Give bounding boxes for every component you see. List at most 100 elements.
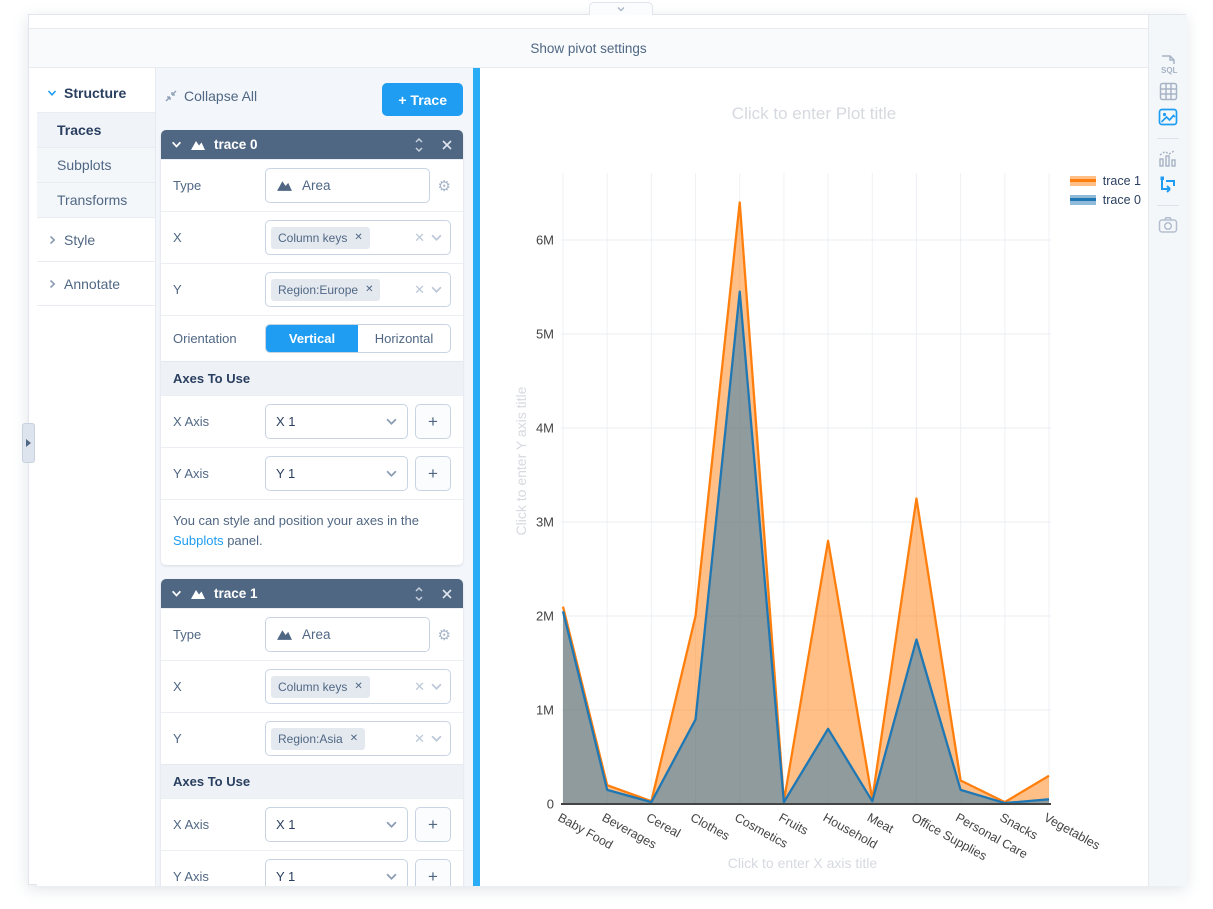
snapshot-camera-icon[interactable] [1156,213,1180,237]
sidebar-item-annotate[interactable]: Annotate [37,262,155,306]
add-y-axis-button[interactable]: + [415,859,451,886]
trace-1-fold: trace 1 Type Area ⚙ X [161,579,463,886]
orientation-horizontal-button[interactable]: Horizontal [374,331,434,346]
y-axis-row: Y Axis Y 1 + [161,850,463,886]
x-token[interactable]: Column keys ✕ [271,675,370,698]
x-axis-value: X 1 [276,817,296,833]
legend-label: trace 1 [1102,174,1141,188]
clear-icon[interactable]: ✕ [414,678,425,694]
add-trace-button[interactable]: + Trace [382,83,463,116]
sidebar-item-label: Style [64,231,96,248]
y-axis-label: Y Axis [173,869,209,885]
remove-token-icon[interactable]: ✕ [354,232,363,243]
trace-title: trace 0 [214,137,258,152]
reorder-trace-icon[interactable] [413,586,425,602]
svg-text:6M: 6M [536,233,554,248]
show-pivot-settings-bar[interactable]: Show pivot settings [29,28,1148,68]
pivot-settings-tab[interactable] [589,2,653,15]
add-x-axis-button[interactable]: + [415,404,451,439]
orientation-vertical-button[interactable]: Vertical [266,325,358,352]
x-axis-select[interactable]: X 1 [265,404,408,439]
clear-icon[interactable]: ✕ [414,281,425,297]
y-data-selector[interactable]: Region:Europe ✕ ✕ [265,272,451,307]
add-x-axis-button[interactable]: + [415,807,451,843]
sidebar-item-label: Subplots [57,157,112,173]
x-axis-title-placeholder[interactable]: Click to enter X axis title [727,855,878,871]
legend-swatch [1069,195,1096,205]
sidebar-item-label: Structure [64,84,127,101]
y-axis-title-placeholder[interactable]: Click to enter Y axis title [513,386,529,536]
y-axis-select[interactable]: Y 1 [265,859,408,886]
y-data-selector[interactable]: Region:Asia ✕ ✕ [265,721,451,757]
trace-type-selector[interactable]: Area [265,617,430,653]
x-data-selector[interactable]: Column keys ✕ ✕ [265,220,451,255]
y-label: Y [173,282,182,297]
x-axis-select[interactable]: X 1 [265,807,408,843]
pivot-settings-icon[interactable] [1156,172,1180,196]
y-row: Y Region:Europe ✕ ✕ [161,263,463,315]
chevron-down-icon [617,7,625,12]
sidebar-item-transforms[interactable]: Transforms [37,183,155,218]
remove-token-icon[interactable]: ✕ [365,284,374,295]
y-token[interactable]: Region:Europe ✕ [271,278,381,301]
chevron-down-icon[interactable] [431,683,442,691]
legend-label: trace 0 [1102,193,1141,207]
legend-item[interactable]: trace 0 [1069,193,1141,207]
add-y-axis-button[interactable]: + [415,456,451,491]
subplots-link[interactable]: Subplots [173,533,224,549]
area-trace-icon [277,630,292,641]
gear-icon[interactable]: ⚙ [437,626,451,644]
type-row: Type Area ⚙ [161,159,463,211]
chevron-down-icon [386,470,397,477]
chevron-down-icon [172,141,181,148]
x-data-selector[interactable]: Column keys ✕ ✕ [265,669,451,705]
sidebar-item-label: Traces [57,122,102,138]
reorder-trace-icon[interactable] [413,137,425,153]
chevron-down-icon[interactable] [431,735,442,743]
chevron-down-icon [386,821,397,829]
chart-canvas[interactable]: 0 1M 2M 3M 4M 5M 6M Baby Food Beverages Cereal Clo… [480,68,1148,886]
trace-0-fold-header[interactable]: trace 0 [161,130,463,159]
sidebar-item-style[interactable]: Style [37,218,155,262]
close-trace-icon[interactable] [441,588,453,600]
x-token[interactable]: Column keys ✕ [271,226,370,249]
x-axis-label: X Axis [173,414,210,429]
svg-text:Clothes: Clothes [688,810,732,843]
legend-swatch [1069,176,1096,186]
gear-icon[interactable]: ⚙ [437,177,451,195]
axes-to-use-header: Axes To Use [161,764,463,799]
sidebar-item-structure[interactable]: Structure [37,73,155,113]
panel-resize-divider[interactable] [473,68,480,886]
remove-token-icon[interactable]: ✕ [349,733,359,745]
close-trace-icon[interactable] [441,139,453,151]
table-view-icon[interactable] [1156,79,1180,103]
svg-text:SQL: SQL [1161,66,1178,75]
trace-1-fold-header[interactable]: trace 1 [161,579,463,609]
legend-item[interactable]: trace 1 [1069,174,1141,188]
remove-token-icon[interactable]: ✕ [354,681,363,693]
trace-config-panel: Collapse All + Trace trace 0 Type [156,68,473,886]
y-token[interactable]: Region:Asia ✕ [271,727,366,750]
type-label: Type [173,627,202,643]
clear-icon[interactable]: ✕ [414,229,425,245]
chevron-down-icon[interactable] [431,286,442,293]
plot-title-placeholder[interactable]: Click to enter Plot title [731,104,897,123]
sql-export-icon[interactable]: SQL [1156,53,1180,77]
y-axis-select[interactable]: Y 1 [265,456,408,491]
panel-collapse-handle[interactable] [22,423,35,463]
clear-icon[interactable]: ✕ [414,730,425,746]
chart-view-icon[interactable] [1156,105,1180,129]
chevron-down-icon[interactable] [431,234,442,241]
sidebar-item-traces[interactable]: Traces [37,113,155,148]
chart-options-icon[interactable] [1156,146,1180,170]
trace-type-selector[interactable]: Area [265,168,430,203]
collapse-all-button[interactable]: Collapse All [164,88,257,104]
note-text: You can style and position your axes in … [173,513,419,528]
trace-0-fold: trace 0 Type Area ⚙ X [161,130,463,566]
sidebar-item-label: Annotate [64,275,121,292]
sidebar-item-subplots[interactable]: Subplots [37,148,155,183]
toolbar-divider [1157,205,1179,206]
chevron-down-icon [47,89,57,96]
y-label: Y [173,731,182,747]
